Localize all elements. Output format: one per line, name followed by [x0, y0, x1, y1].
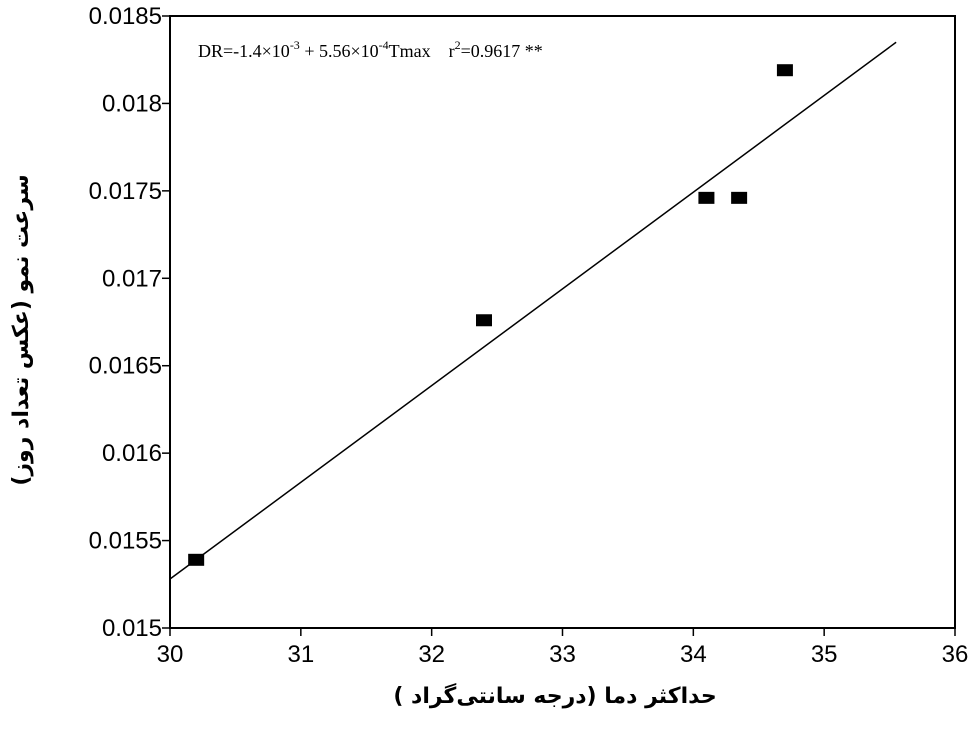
y-tick-label: 0.0155	[89, 528, 162, 555]
data-points	[188, 64, 793, 566]
x-tick-label: 34	[680, 641, 707, 668]
y-tick-label: 0.018	[102, 90, 162, 117]
regression-annotation: DR=-1.4×10-3 + 5.56×10-4Tmax r2=0.9617 **	[198, 38, 543, 61]
y-axis-title: سرعت نمو (عکس تعداد روز)	[9, 174, 34, 485]
plot-area-frame	[169, 15, 956, 629]
y-axis: 0.015 0.0155 0.016 0.0165 0.017 0.0175 0.018 0.…	[89, 3, 170, 642]
x-tick-label: 35	[811, 641, 838, 668]
x-tick-label: 36	[942, 641, 969, 668]
x-axis: 30 31 32 33 34 35 36	[157, 628, 969, 668]
x-tick-label: 30	[157, 641, 184, 668]
x-tick-label: 33	[549, 641, 576, 668]
data-point	[476, 314, 492, 327]
y-tick-label: 0.0165	[89, 353, 162, 380]
data-point	[731, 191, 748, 204]
y-tick-label: 0.015	[102, 615, 162, 642]
data-point	[188, 553, 205, 566]
data-point	[698, 191, 715, 204]
y-tick-label: 0.0175	[89, 178, 162, 205]
y-tick-label: 0.0185	[89, 3, 162, 30]
regression-line	[169, 41, 897, 580]
data-point	[776, 64, 793, 77]
y-tick-label: 0.016	[102, 440, 162, 467]
x-tick-label: 32	[418, 641, 445, 668]
y-tick-label: 0.017	[102, 265, 162, 292]
x-tick-label: 31	[287, 641, 314, 668]
x-axis-title: حداکثر دما (درجه سانتی‌گراد )	[393, 682, 716, 709]
